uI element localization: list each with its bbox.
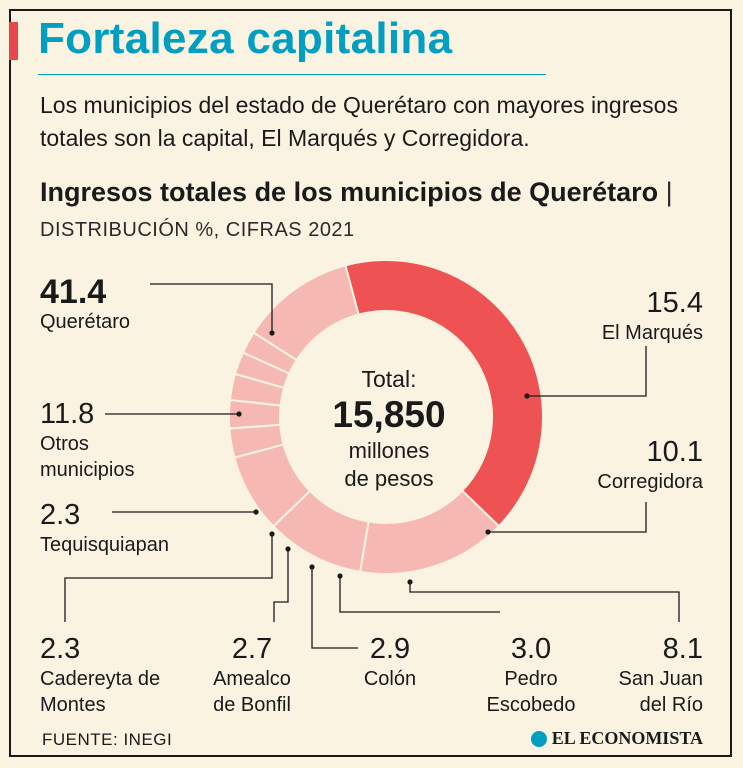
leader-dot-corregidora — [485, 529, 491, 535]
value-tequisquiapan: 2.3 — [40, 499, 81, 531]
name-otros-line2: municipios — [40, 459, 135, 481]
name-amealco-line1: Amealco — [213, 668, 291, 690]
leader-line-amealco — [273, 549, 289, 622]
leader-dots — [236, 330, 530, 585]
value-colon: 2.9 — [369, 633, 411, 665]
value-amealco: 2.7 — [231, 633, 273, 665]
leader-line-colon — [311, 567, 358, 649]
name-otros-line1: Otros — [40, 433, 89, 455]
donut-slice-0 — [344, 259, 544, 528]
page-title: Fortaleza capitalina — [38, 14, 453, 63]
label-queretaro: 41.4 Querétaro — [40, 275, 130, 335]
leader-dot-tequisquiapan — [253, 509, 259, 515]
leader-line-queretaro — [150, 283, 273, 333]
chart-title-block: Ingresos totales de los municipios de Qu… — [40, 175, 720, 248]
value-sanjuan: 8.1 — [662, 633, 703, 665]
globe-icon — [530, 730, 547, 747]
leader-dot-queretaro — [269, 330, 275, 336]
label-colon: 2.9 Colón — [350, 632, 430, 692]
page-subtitle: Los municipios del estado de Querétaro c… — [40, 92, 678, 151]
name-sanjuan-line1: San Juan — [618, 668, 703, 690]
source-note: FUENTE: INEGI — [42, 730, 173, 749]
leader-dot-sanjuan — [407, 579, 413, 585]
infographic-frame — [9, 9, 732, 757]
name-pedro-line2: Escobedo — [486, 694, 576, 716]
leader-lines — [64, 283, 680, 649]
leader-dot-cadereyta — [269, 531, 275, 537]
total-value: 15,850 — [332, 394, 446, 435]
title-accent-bar — [9, 22, 18, 60]
name-queretaro: Querétaro — [40, 311, 131, 333]
value-cadereyta: 2.3 — [40, 633, 81, 665]
label-pedro: 3.0 Pedro Escobedo — [476, 632, 586, 718]
name-tequisquiapan: Tequisquiapan — [40, 534, 169, 556]
value-marques: 15.4 — [646, 287, 703, 319]
leader-line-marques — [527, 346, 647, 397]
leader-line-sanjuan — [409, 582, 680, 622]
donut-slice-9 — [252, 264, 360, 362]
name-marques: El Marqués — [601, 322, 703, 344]
leader-line-cadereyta — [64, 534, 273, 622]
total-unit-line2: de pesos — [344, 466, 434, 491]
value-pedro: 3.0 — [510, 633, 552, 665]
value-corregidora: 10.1 — [646, 436, 703, 468]
value-queretaro: 41.4 — [40, 273, 107, 311]
leader-dot-pedro — [337, 573, 343, 579]
name-sanjuan-line2: del Río — [639, 694, 703, 716]
label-otros: 11.8 Otros municipios — [40, 397, 134, 483]
leader-dot-marques — [524, 393, 530, 399]
total-label: Total: — [361, 366, 417, 392]
donut-slices — [228, 259, 544, 575]
title-separator: | — [665, 177, 673, 207]
name-pedro-line1: Pedro — [504, 668, 558, 690]
chart-title: Ingresos totales de los municipios de Qu… — [40, 177, 659, 207]
publisher-logo: EL ECONOMISTA — [530, 728, 703, 749]
total-unit-line1: millones — [348, 438, 430, 463]
leader-dot-otros — [236, 411, 242, 417]
title-rule — [38, 74, 546, 75]
name-cadereyta-line1: Cadereyta de — [40, 668, 161, 690]
leader-line-pedro — [339, 576, 500, 613]
publisher-name: EL ECONOMISTA — [551, 728, 703, 748]
name-amealco-line2: de Bonfil — [213, 694, 291, 716]
leader-dot-colon — [309, 564, 315, 570]
leader-line-corregidora — [488, 502, 647, 533]
name-cadereyta-line2: Montes — [40, 694, 106, 716]
leader-dot-amealco — [285, 546, 291, 552]
name-colon: Colón — [363, 668, 417, 690]
label-amealco: 2.7 Amealco de Bonfil — [197, 632, 307, 718]
chart-subtitle: DISTRIBUCIÓN %, CIFRAS 2021 — [40, 219, 355, 241]
donut-center-text: Total: 15,850 millones de pesos — [314, 365, 464, 493]
label-marques: 15.4 El Marqués — [602, 286, 703, 346]
label-cadereyta: 2.3 Cadereyta de Montes — [40, 632, 160, 718]
label-sanjuan: 8.1 San Juan del Río — [618, 632, 703, 718]
value-otros: 11.8 — [40, 398, 95, 430]
label-corregidora: 10.1 Corregidora — [597, 435, 703, 495]
label-tequisquiapan: 2.3 Tequisquiapan — [40, 498, 169, 558]
name-corregidora: Corregidora — [597, 471, 703, 493]
